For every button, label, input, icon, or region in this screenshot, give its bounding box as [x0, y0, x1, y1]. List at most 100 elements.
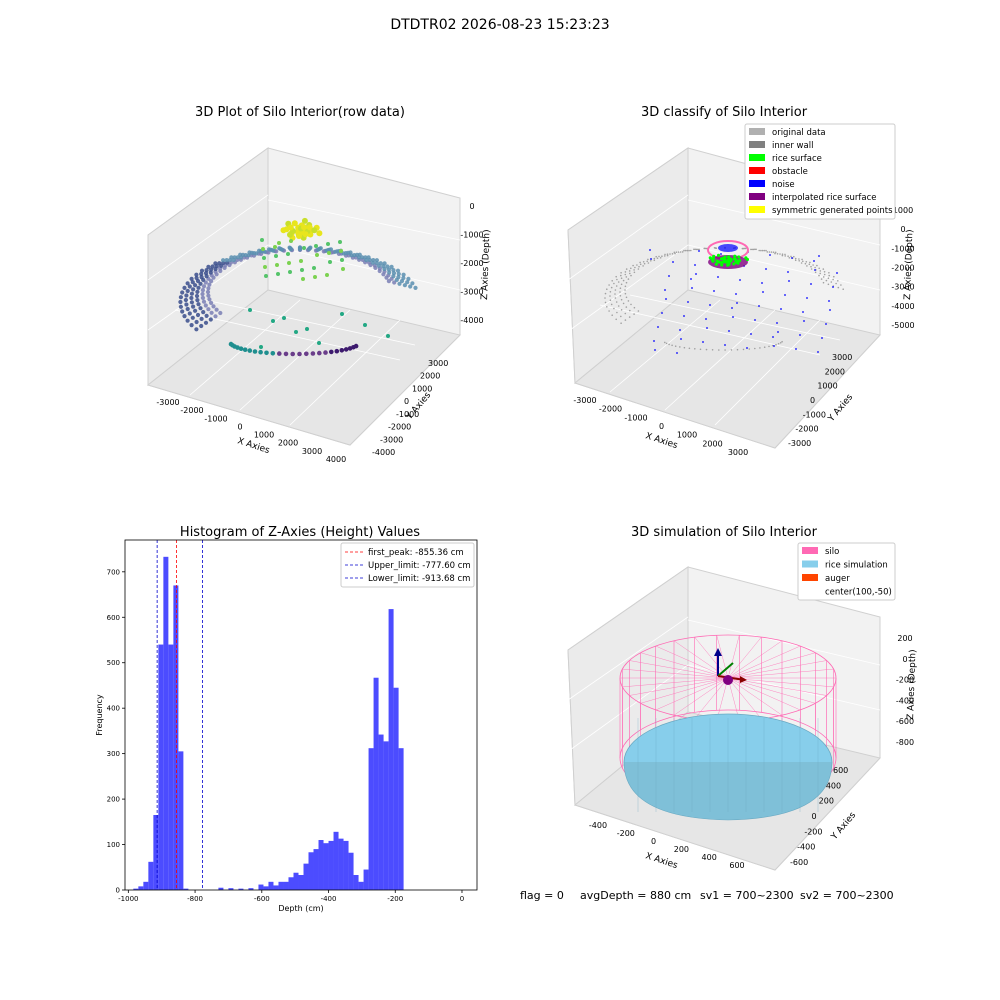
hist-bar: [283, 881, 289, 890]
raw-data-point: [180, 309, 185, 314]
original-data-point: [636, 264, 638, 266]
silo-spoke: [629, 660, 729, 679]
raw-data-point: [300, 268, 304, 272]
noise-point: [788, 280, 790, 282]
hist-bar: [173, 585, 179, 890]
silo-spoke: [716, 635, 729, 679]
noise-point: [664, 289, 666, 291]
raw-data-point: [194, 275, 199, 281]
legend-swatch: [802, 547, 818, 554]
panel4-title: 3D simulation of Silo Interior: [631, 525, 818, 540]
panel4-x-tick-label: 0: [651, 837, 656, 846]
hist-bar: [378, 734, 384, 890]
raw-data-point: [232, 255, 237, 260]
raw-data-point: [314, 244, 318, 248]
hist-legend-label: first_peak: -855.36 cm: [368, 548, 464, 558]
legend-swatch: [749, 206, 765, 213]
hist-bar: [138, 886, 144, 890]
raw-data-point: [280, 227, 287, 234]
original-data-point: [633, 306, 636, 309]
rice-surface-point: [729, 257, 733, 261]
original-data-point: [671, 344, 673, 347]
panel2-x-tick-label: -1000: [624, 413, 647, 422]
rice-surface-point: [727, 255, 731, 259]
original-data-point: [613, 282, 615, 285]
hist-bar: [168, 644, 174, 890]
original-data-point: [613, 307, 615, 310]
raw-data-point: [401, 275, 406, 281]
panel1-y-tick-label: -3000: [380, 435, 403, 444]
raw-data-point: [194, 327, 199, 332]
raw-data-point: [199, 271, 204, 277]
original-data-point: [610, 303, 613, 306]
hist-y-tick-label: 500: [107, 659, 120, 667]
noise-point: [810, 283, 812, 285]
raw-data-point: [413, 285, 418, 290]
original-data-point: [828, 274, 830, 277]
panel2-x-ticks: -3000-2000-1000 0 1000 2000 3000: [573, 396, 748, 457]
original-data-point: [752, 248, 755, 251]
original-data-point: [827, 277, 830, 280]
rice-surface-point: [720, 263, 724, 267]
raw-data-point: [189, 300, 194, 305]
raw-data-point: [287, 231, 293, 238]
original-data-point: [683, 249, 685, 252]
raw-data-point: [338, 240, 342, 244]
original-data-point: [650, 260, 652, 262]
panel4-z-ticks: 200 0 -200 -400 -600 -800: [896, 634, 914, 747]
raw-data-point: [242, 347, 248, 353]
raw-data-point: [238, 252, 243, 257]
original-data-point: [611, 280, 613, 282]
panel1-z-tick-label: -4000: [460, 316, 483, 325]
panel1-y-tick-label: 1000: [412, 384, 432, 393]
silo-spoke: [673, 677, 729, 716]
original-data-point: [814, 266, 816, 269]
raw-data-point: [191, 304, 196, 309]
rice-surface-point: [716, 253, 721, 257]
raw-data-point: [178, 304, 183, 309]
rice-surface-point: [720, 261, 724, 265]
original-data-point: [637, 310, 640, 312]
noise-point: [832, 286, 834, 288]
original-data-point: [619, 295, 622, 297]
rice-surface-point: [714, 262, 718, 266]
original-data-point: [688, 347, 691, 350]
raw-data-point: [302, 246, 306, 250]
raw-data-point: [317, 341, 321, 345]
original-data-point: [798, 260, 800, 262]
original-data-point: [763, 249, 766, 252]
raw-data-point: [213, 261, 218, 266]
original-data-point: [614, 289, 617, 291]
original-data-point: [620, 277, 623, 280]
noise-point: [750, 333, 752, 335]
noise-point: [758, 305, 760, 307]
noise-point: [736, 302, 738, 304]
original-data-point: [620, 315, 622, 318]
noise-point: [802, 311, 804, 313]
noise-point: [814, 269, 816, 271]
hist-ylabel: Frequency: [95, 694, 104, 736]
raw-data-point: [258, 349, 263, 355]
noise-point: [709, 304, 711, 306]
original-data-point: [628, 270, 631, 272]
rice-surface-point: [732, 262, 736, 266]
original-data-point: [822, 281, 825, 284]
noise-point: [813, 260, 815, 262]
panel4-z-tick-label: 0: [902, 655, 907, 664]
silo-spoke: [727, 677, 762, 720]
panel4-x-tick-label: 200: [674, 845, 689, 854]
silo-spoke: [727, 636, 762, 679]
noise-point: [754, 319, 756, 321]
original-data-point: [684, 249, 687, 252]
raw-data-point: [247, 348, 253, 353]
hist-x-tick-label: -200: [387, 895, 403, 903]
hist-bar: [313, 849, 319, 890]
hist-y-tick-label: 400: [107, 705, 120, 713]
original-data-point: [625, 281, 628, 284]
original-data-point: [790, 255, 792, 258]
noise-point: [761, 282, 763, 284]
raw-data-point: [203, 280, 208, 285]
original-data-point: [655, 255, 657, 258]
hist-legend: first_peak: -855.36 cm Upper_limit: -777.…: [340, 542, 475, 588]
raw-data-point: [247, 250, 252, 255]
